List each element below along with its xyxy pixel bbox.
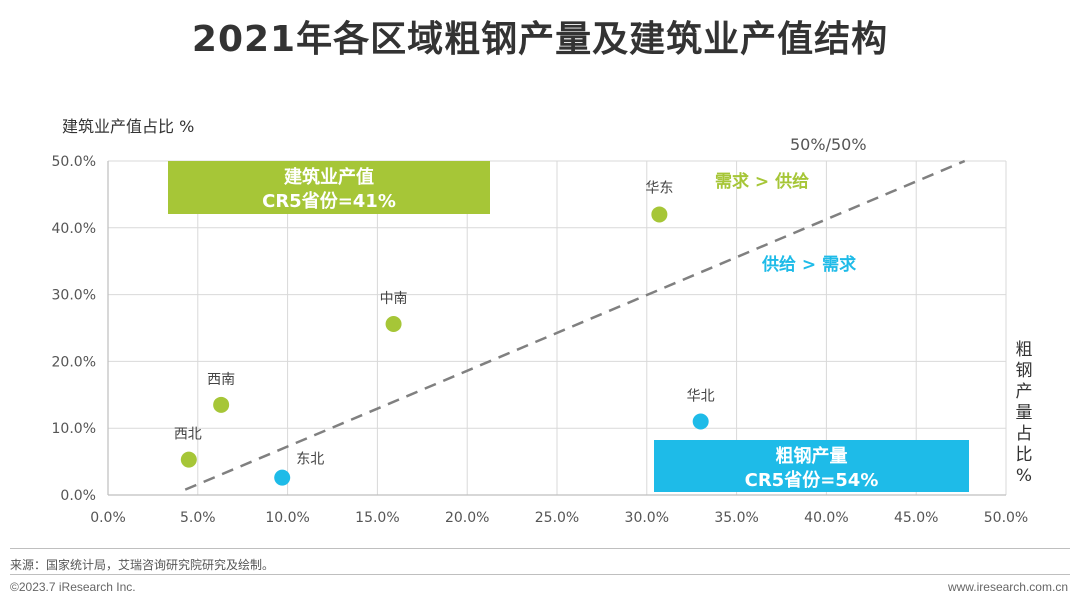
y-tick-label: 30.0% [52, 288, 96, 304]
website-link[interactable]: www.iresearch.com.cn [947, 580, 1068, 594]
y-tick-label: 50.0% [52, 154, 96, 170]
page-title: 2021年各区域粗钢产量及建筑业产值结构 [191, 19, 889, 60]
data-point-label: 西北 [174, 427, 202, 443]
footer-divider-bottom [10, 574, 1070, 575]
x-tick-label: 0.0% [90, 510, 126, 526]
x-tick-label: 50.0% [984, 510, 1028, 526]
y-tick-label: 0.0% [60, 488, 96, 504]
cr5-box-title: 建筑业产值 [284, 166, 374, 188]
annotation-supply-gt-demand: 供给 > 需求 [761, 254, 856, 275]
data-point-label: 华北 [687, 389, 715, 405]
point-layer [180, 206, 709, 486]
cr5-box-green [168, 161, 490, 214]
x-tick-label: 40.0% [804, 510, 848, 526]
x-tick-label: 15.0% [355, 510, 399, 526]
x-tick-label: 30.0% [625, 510, 669, 526]
y-tick-label: 40.0% [52, 221, 96, 237]
data-point-label: 华东 [645, 180, 673, 196]
x-tick-label: 20.0% [445, 510, 489, 526]
footer-divider-top [10, 548, 1070, 549]
data-point-西南 [213, 396, 230, 413]
data-point-东北 [274, 469, 291, 486]
x-tick-label: 45.0% [894, 510, 938, 526]
cr5-box-title: 粗钢产量 [776, 445, 848, 467]
data-point-中南 [385, 315, 402, 332]
axis-layer: 0.0% 10.0% 20.0% 30.0% 40.0% 50.0% 0.0% 5.0% 10.… [52, 117, 1033, 526]
y-axis-label: 建筑业产值占比 % [62, 117, 194, 136]
x-tick-label: 10.0% [265, 510, 309, 526]
data-point-西北 [180, 451, 197, 468]
copyright: ©2023.7 iResearch Inc. [10, 580, 136, 594]
reference-line-label: 50%/50% [790, 135, 867, 154]
grid-layer [107, 160, 1007, 496]
x-tick-label: 25.0% [535, 510, 579, 526]
x-axis-label: 粗钢产量占比% [1016, 340, 1033, 486]
data-point-label: 东北 [296, 452, 324, 468]
cr5-box-blue [654, 440, 969, 492]
data-point-label: 中南 [380, 291, 408, 307]
data-point-label: 西南 [207, 372, 235, 388]
cr5-box-value: CR5省份=54% [745, 469, 879, 491]
annotation-demand-gt-supply: 需求 > 供给 [715, 171, 809, 192]
y-tick-label: 20.0% [52, 354, 96, 370]
cr5-box-value: CR5省份=41% [262, 190, 396, 212]
x-tick-label: 5.0% [180, 510, 216, 526]
y-tick-label: 10.0% [52, 421, 96, 437]
source-note: 来源：国家统计局，艾瑞咨询研究院研究及绘制。 [10, 558, 275, 572]
reference-line [184, 159, 966, 491]
x-tick-label: 35.0% [714, 510, 758, 526]
reference-line-layer: 50%/50% [184, 135, 966, 491]
data-point-华北 [692, 413, 709, 430]
data-point-华东 [651, 206, 668, 223]
